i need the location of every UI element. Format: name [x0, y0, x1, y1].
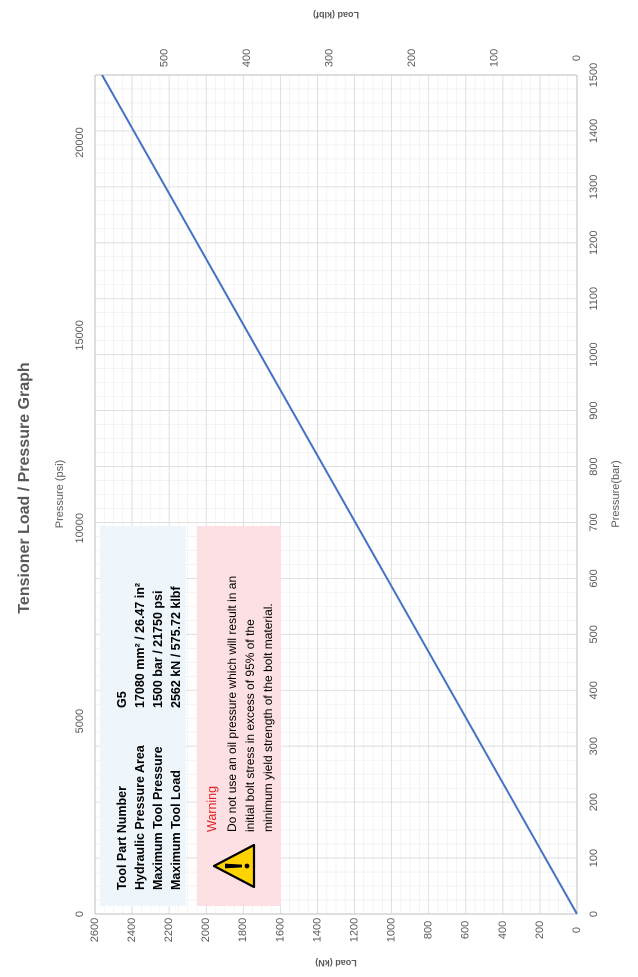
pressure-bar-tick-label: 1300	[588, 175, 600, 199]
info-row-2: Maximum Tool Pressure 1500 bar / 21750 p…	[151, 591, 165, 890]
load-kn-tick-label: 0	[571, 927, 583, 933]
load-klbf-tick-label: 200	[406, 49, 418, 67]
warning-line-1: initial bolt stress in excess of 95% of …	[243, 619, 257, 832]
warning-line-1-group: initial bolt stress in excess of 95% of …	[243, 619, 257, 832]
series-line-0	[101, 74, 578, 915]
pressure-bar-tick-label: 900	[588, 401, 600, 419]
warning-title-group: Warning	[205, 786, 219, 832]
pressure-bar-tick-label: 1400	[588, 119, 600, 143]
info-value-max-pressure: 1500 bar / 21750 psi	[151, 591, 165, 708]
y-secondary-axis-title: Load (klbf)	[313, 10, 359, 20]
load-kn-tick-label: 800	[423, 921, 435, 939]
x-primary-axis-title: Pressure(bar)	[610, 460, 622, 527]
pressure-bar-tick-label: 0	[588, 911, 600, 917]
pressure-psi-tick-label: 10000	[74, 513, 86, 544]
warning-box: Warning Do not use an oil pressure which…	[197, 526, 281, 906]
pressure-bar-tick-label: 1100	[588, 287, 600, 311]
warning-line-2: minimum yield strength of the bolt mater…	[261, 603, 275, 832]
axis-lines	[94, 74, 578, 915]
load-klbf-tick-label: 500	[159, 49, 171, 67]
load-kn-tick-label: 400	[497, 921, 509, 939]
warning-icon	[212, 843, 256, 889]
info-box-background	[100, 526, 186, 906]
warning-box-background	[197, 526, 281, 906]
pressure-bar-tick-label: 500	[588, 625, 600, 643]
info-label-max-pressure: Maximum Tool Pressure	[151, 746, 165, 890]
pressure-psi-tick-label: 0	[74, 911, 86, 917]
series-layer	[101, 74, 578, 915]
pressure-bar-tick-label: 800	[588, 457, 600, 475]
load-kn-tick-label: 600	[460, 921, 472, 939]
load-kn-tick-label: 2400	[126, 918, 138, 942]
chart-title-group: Tensioner Load / Pressure Graph	[16, 362, 33, 613]
info-value-tool-part-number: G5	[115, 691, 129, 708]
load-klbf-tick-label: 300	[324, 49, 336, 67]
load-kn-tick-label: 2600	[89, 918, 101, 942]
load-klbf-tick-labels: 0 100 200 300 400 500	[159, 49, 583, 67]
pressure-bar-tick-label: 100	[588, 849, 600, 867]
y-secondary-title-group: Load (klbf)	[313, 10, 359, 20]
warning-line-2-group: minimum yield strength of the bolt mater…	[261, 603, 275, 832]
x-secondary-title-group: Pressure (psi)	[54, 460, 66, 528]
pressure-bar-tick-label: 400	[588, 681, 600, 699]
pressure-psi-tick-label: 5000	[74, 709, 86, 733]
pressure-bar-tick-labels: 0 100 200 300 400 500 600 700 800 900 1000 1100 1200…	[588, 63, 600, 917]
info-label-tool-part-number: Tool Part Number	[115, 786, 129, 890]
load-kn-tick-label: 1800	[237, 918, 249, 942]
info-row-1: Hydraulic Pressure Area 17080 mm² / 26.4…	[133, 583, 147, 890]
load-kn-tick-label: 2000	[200, 918, 212, 942]
pressure-psi-tick-label: 15000	[74, 320, 86, 351]
load-kn-tick-label: 200	[534, 921, 546, 939]
chart-title: Tensioner Load / Pressure Graph	[16, 362, 33, 613]
pressure-bar-tick-label: 1500	[588, 63, 600, 87]
y-primary-title-group: Load (kN)	[315, 958, 357, 968]
warning-line-0: Do not use an oil pressure which will re…	[225, 576, 239, 832]
pressure-bar-tick-label: 1200	[588, 231, 600, 255]
y-primary-axis-title: Load (kN)	[315, 958, 357, 968]
load-kn-tick-label: 1000	[386, 918, 398, 942]
pressure-bar-tick-label: 700	[588, 513, 600, 531]
pressure-psi-tick-label: 20000	[74, 127, 86, 158]
info-value-max-load: 2562 kN / 575.72 klbf	[169, 586, 183, 708]
load-kn-tick-label: 1400	[311, 918, 323, 942]
load-kn-tick-labels: 0 200 400 600 800 1000 1200 1400 1600 1800 2000 220…	[89, 918, 583, 942]
x-primary-title-group: Pressure(bar)	[610, 460, 622, 527]
load-klbf-tick-label: 100	[488, 49, 500, 67]
load-kn-tick-label: 2200	[163, 918, 175, 942]
info-label-max-load: Maximum Tool Load	[169, 770, 183, 890]
warning-title: Warning	[205, 786, 219, 832]
info-box: Tool Part Number G5 Hydraulic Pressure A…	[100, 526, 186, 906]
info-row-3: Maximum Tool Load 2562 kN / 575.72 klbf	[169, 586, 183, 890]
load-klbf-tick-label: 400	[241, 49, 253, 67]
info-row-0: Tool Part Number G5	[115, 691, 129, 890]
pressure-bar-tick-label: 1000	[588, 342, 600, 366]
x-secondary-axis-title: Pressure (psi)	[54, 460, 66, 528]
load-kn-tick-label: 1200	[348, 918, 360, 942]
pressure-psi-tick-labels: 0 5000 10000 15000 20000	[74, 127, 86, 917]
pressure-bar-tick-label: 200	[588, 793, 600, 811]
info-value-pressure-area: 17080 mm² / 26.47 in²	[133, 583, 147, 708]
info-label-pressure-area: Hydraulic Pressure Area	[133, 744, 147, 890]
warning-line-0-group: Do not use an oil pressure which will re…	[225, 576, 239, 832]
pressure-bar-tick-label: 300	[588, 737, 600, 755]
pressure-bar-tick-label: 600	[588, 569, 600, 587]
load-klbf-tick-label: 0	[571, 55, 583, 61]
load-kn-tick-label: 1600	[274, 918, 286, 942]
